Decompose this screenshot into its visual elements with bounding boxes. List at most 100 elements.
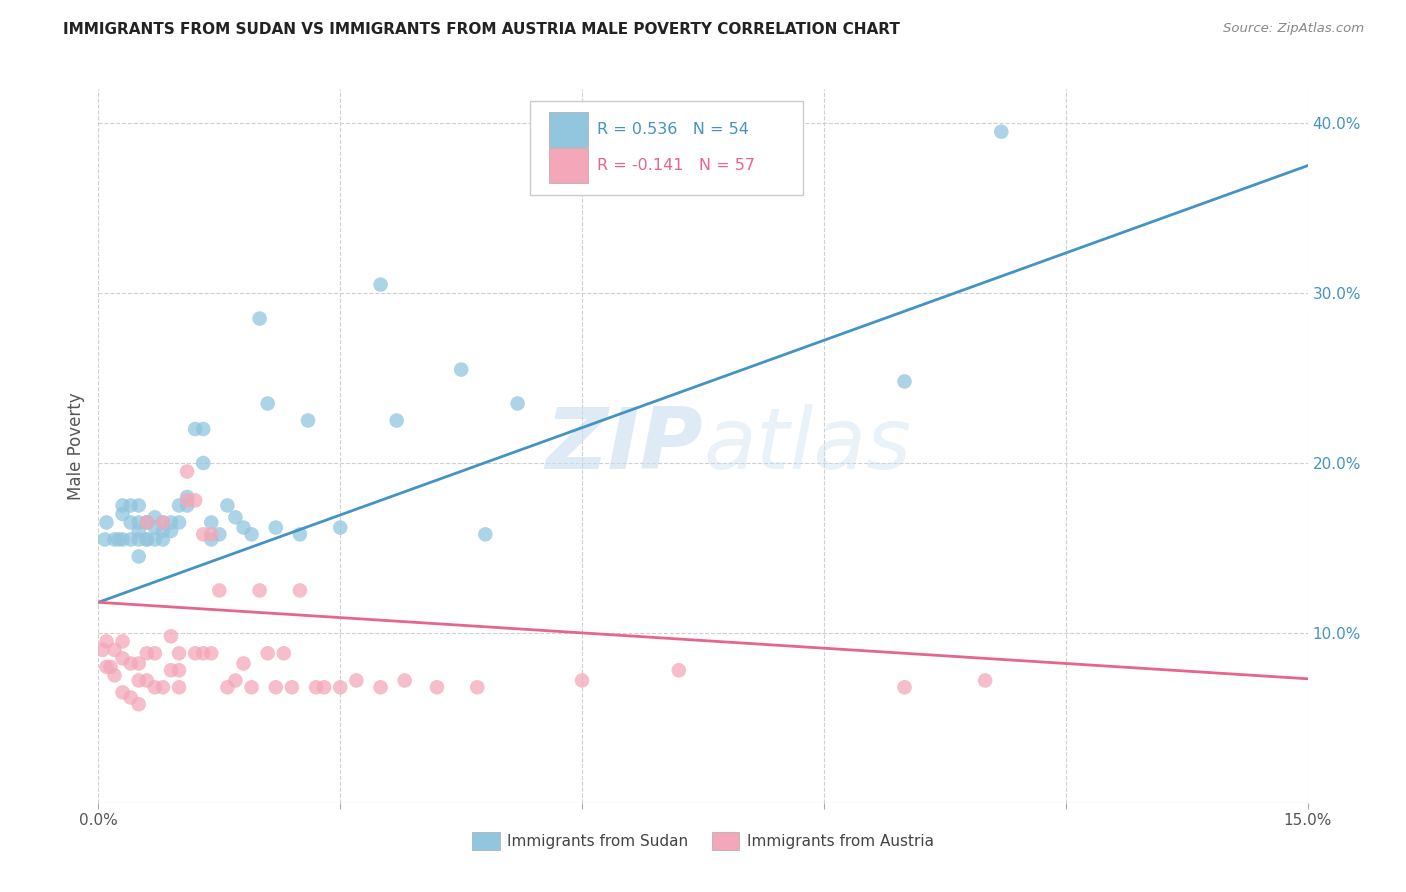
Point bbox=[120, 499, 142, 513]
Point bbox=[240, 527, 263, 541]
Point bbox=[143, 520, 166, 534]
Point bbox=[152, 516, 174, 530]
Point bbox=[256, 396, 278, 410]
Point bbox=[450, 362, 472, 376]
Point bbox=[193, 456, 215, 470]
Point bbox=[176, 493, 198, 508]
Point bbox=[474, 527, 496, 541]
Point bbox=[193, 646, 215, 660]
Point bbox=[152, 680, 174, 694]
Point bbox=[128, 516, 150, 530]
Point bbox=[974, 673, 997, 688]
Point bbox=[111, 651, 134, 665]
Point bbox=[152, 524, 174, 538]
Point bbox=[135, 673, 157, 688]
Point bbox=[128, 524, 150, 538]
Text: Source: ZipAtlas.com: Source: ZipAtlas.com bbox=[1223, 22, 1364, 36]
Point bbox=[288, 583, 311, 598]
Point bbox=[193, 527, 215, 541]
Point bbox=[111, 507, 134, 521]
Point bbox=[176, 490, 198, 504]
Point bbox=[273, 646, 295, 660]
Point bbox=[111, 499, 134, 513]
Point bbox=[167, 680, 190, 694]
Point bbox=[152, 533, 174, 547]
Text: ZIP: ZIP bbox=[546, 404, 703, 488]
Point bbox=[100, 660, 122, 674]
Point bbox=[167, 663, 190, 677]
Text: R = -0.141   N = 57: R = -0.141 N = 57 bbox=[596, 158, 755, 173]
Point bbox=[426, 680, 449, 694]
Point bbox=[184, 493, 207, 508]
Point bbox=[571, 673, 593, 688]
Point bbox=[103, 533, 125, 547]
Point bbox=[135, 516, 157, 530]
FancyBboxPatch shape bbox=[550, 112, 588, 147]
Point bbox=[120, 690, 142, 705]
Point bbox=[176, 465, 198, 479]
Point bbox=[120, 657, 142, 671]
Point bbox=[107, 533, 129, 547]
Point bbox=[103, 643, 125, 657]
Point bbox=[249, 583, 271, 598]
Point bbox=[249, 311, 271, 326]
Point bbox=[240, 680, 263, 694]
Point bbox=[160, 524, 183, 538]
Point bbox=[160, 663, 183, 677]
Y-axis label: Male Poverty: Male Poverty bbox=[66, 392, 84, 500]
Point bbox=[94, 533, 117, 547]
Point bbox=[152, 516, 174, 530]
Point bbox=[120, 516, 142, 530]
Point bbox=[200, 516, 222, 530]
Point bbox=[128, 533, 150, 547]
Point bbox=[224, 673, 246, 688]
Text: atlas: atlas bbox=[703, 404, 911, 488]
Point bbox=[120, 533, 142, 547]
Point bbox=[176, 499, 198, 513]
Point bbox=[893, 680, 915, 694]
Point bbox=[224, 510, 246, 524]
Point bbox=[208, 527, 231, 541]
Text: IMMIGRANTS FROM SUDAN VS IMMIGRANTS FROM AUSTRIA MALE POVERTY CORRELATION CHART: IMMIGRANTS FROM SUDAN VS IMMIGRANTS FROM… bbox=[63, 22, 900, 37]
Point bbox=[91, 643, 114, 657]
Point bbox=[264, 680, 287, 694]
Point bbox=[385, 413, 408, 427]
Point bbox=[217, 499, 239, 513]
Point bbox=[465, 680, 488, 694]
Point bbox=[167, 499, 190, 513]
Point bbox=[167, 516, 190, 530]
Point bbox=[135, 533, 157, 547]
Point bbox=[143, 680, 166, 694]
Point bbox=[329, 520, 352, 534]
Point bbox=[232, 520, 254, 534]
Point bbox=[160, 629, 183, 643]
Point bbox=[344, 673, 367, 688]
Point bbox=[305, 680, 328, 694]
Point bbox=[193, 422, 215, 436]
Point bbox=[200, 646, 222, 660]
Point bbox=[111, 634, 134, 648]
Point bbox=[281, 680, 304, 694]
Point bbox=[288, 527, 311, 541]
Point bbox=[200, 533, 222, 547]
Point bbox=[184, 422, 207, 436]
Point bbox=[96, 660, 118, 674]
Point bbox=[506, 396, 529, 410]
Point bbox=[329, 680, 352, 694]
Legend: Immigrants from Sudan, Immigrants from Austria: Immigrants from Sudan, Immigrants from A… bbox=[467, 826, 939, 855]
Text: R = 0.536   N = 54: R = 0.536 N = 54 bbox=[596, 122, 748, 137]
Point bbox=[128, 657, 150, 671]
Point bbox=[135, 646, 157, 660]
Point bbox=[217, 680, 239, 694]
Point bbox=[200, 527, 222, 541]
Point bbox=[232, 657, 254, 671]
Point bbox=[135, 533, 157, 547]
Point bbox=[143, 510, 166, 524]
Point bbox=[96, 516, 118, 530]
Point bbox=[103, 668, 125, 682]
Point bbox=[264, 520, 287, 534]
Point bbox=[256, 646, 278, 660]
Point bbox=[128, 673, 150, 688]
Point bbox=[184, 646, 207, 660]
Point bbox=[990, 125, 1012, 139]
